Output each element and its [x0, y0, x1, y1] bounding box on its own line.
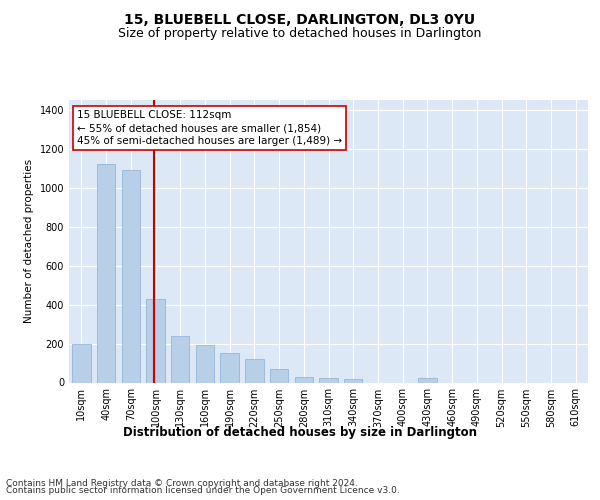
Text: Contains public sector information licensed under the Open Government Licence v3: Contains public sector information licen…: [6, 486, 400, 495]
Bar: [196, 344, 214, 383]
Bar: [344, 378, 362, 382]
Text: Distribution of detached houses by size in Darlington: Distribution of detached houses by size …: [123, 426, 477, 439]
Text: Size of property relative to detached houses in Darlington: Size of property relative to detached ho…: [118, 28, 482, 40]
Text: Contains HM Land Registry data © Crown copyright and database right 2024.: Contains HM Land Registry data © Crown c…: [6, 478, 358, 488]
Bar: [122, 170, 140, 382]
Bar: [220, 354, 239, 382]
Bar: [245, 359, 263, 382]
Bar: [295, 376, 313, 382]
Bar: [146, 298, 165, 382]
Bar: [418, 378, 437, 382]
Bar: [171, 336, 190, 382]
Bar: [319, 378, 338, 382]
Bar: [97, 164, 115, 382]
Text: 15, BLUEBELL CLOSE, DARLINGTON, DL3 0YU: 15, BLUEBELL CLOSE, DARLINGTON, DL3 0YU: [124, 12, 476, 26]
Bar: [270, 369, 289, 382]
Bar: [72, 344, 91, 382]
Y-axis label: Number of detached properties: Number of detached properties: [24, 159, 34, 324]
Text: 15 BLUEBELL CLOSE: 112sqm
← 55% of detached houses are smaller (1,854)
45% of se: 15 BLUEBELL CLOSE: 112sqm ← 55% of detac…: [77, 110, 342, 146]
